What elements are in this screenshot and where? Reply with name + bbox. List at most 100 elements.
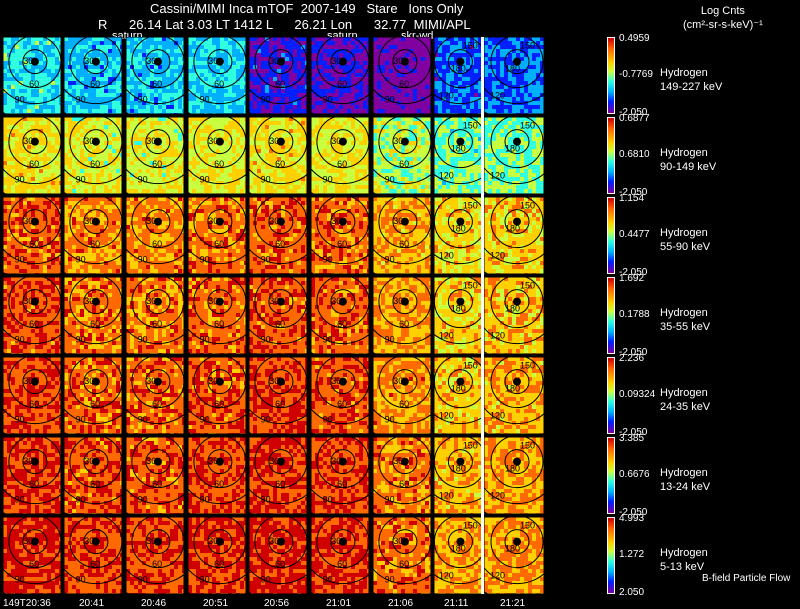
contour-label: 60 [399, 239, 409, 249]
contour-label: 60 [275, 399, 285, 409]
contour-label: 90 [76, 494, 86, 504]
image-panel: 30 60 90 [63, 196, 123, 275]
contour-label: 60 [275, 559, 285, 569]
contour-label: 30 [84, 376, 94, 386]
image-panel: 30 60 90 [125, 116, 185, 195]
contour-label: 30 [146, 376, 156, 386]
contour-label: 60 [399, 159, 409, 169]
colorbar-mid-label: -0.7769 [619, 69, 653, 80]
contour-label: 90 [76, 94, 86, 104]
contour-label: 90 [261, 334, 271, 344]
contour-label: 60 [214, 159, 224, 169]
image-panel: 30 60 90 [125, 516, 185, 594]
contour-label: 60 [152, 399, 162, 409]
contour-label: 30 [208, 376, 218, 386]
contour-label: 30 [393, 136, 403, 146]
image-panel: 30 60 90 [248, 356, 308, 435]
contour-label: 60 [337, 479, 347, 489]
contour-label: 30 [146, 56, 156, 66]
image-panel: 150 180 120 [483, 37, 545, 115]
contour-label: 150 [463, 441, 478, 451]
colorbar-min-label: -2.050 [619, 347, 648, 358]
image-panel: 150 180 120 [483, 196, 545, 275]
contour-label: 120 [490, 491, 505, 501]
contour-label: 180 [451, 384, 466, 394]
contour-label: 30 [331, 136, 341, 146]
contour-label: 30 [146, 296, 156, 306]
contour-label: 30 [208, 536, 218, 546]
contour-label: 90 [200, 334, 210, 344]
image-panel: 30 60 90 [125, 196, 185, 275]
image-panel: 30 60 90 [310, 356, 370, 435]
contour-label: 90 [385, 334, 395, 344]
colorbar-mid-label: 0.6676 [619, 469, 650, 480]
time-label: 21:01 [326, 598, 352, 609]
contour-label: 60 [337, 159, 347, 169]
species-label: Hydrogen [660, 547, 708, 559]
contour-label: 60 [90, 239, 100, 249]
contour-label: 30 [331, 56, 341, 66]
energy-range-label: 90-149 keV [660, 161, 717, 173]
contour-label: 60 [214, 79, 224, 89]
contour-label: 30 [393, 536, 403, 546]
contour-label: 60 [337, 79, 347, 89]
contour-label: 60 [29, 159, 39, 169]
time-label: 21:06 [388, 598, 414, 609]
contour-label: 30 [331, 376, 341, 386]
contour-label: 150 [463, 201, 478, 211]
contour-label: 120 [490, 411, 505, 421]
contour-label: 120 [439, 331, 454, 341]
colorbar-min-label: -2.050 [619, 187, 648, 198]
contour-label: 120 [439, 571, 454, 581]
contour-label: 30 [269, 216, 279, 226]
image-panel: 30 60 90 [187, 196, 247, 275]
contour-label: 90 [138, 494, 148, 504]
colorbar-max-label: 0.4959 [619, 33, 650, 44]
contour-label: 120 [490, 91, 505, 101]
plot-title: Cassini/MIMI Inca mTOF 2007-149 Stare Io… [150, 1, 464, 16]
contour-label: 30 [208, 296, 218, 306]
contour-label: 60 [29, 79, 39, 89]
contour-label: 60 [90, 479, 100, 489]
contour-label: 30 [84, 136, 94, 146]
colorbar-max-label: 2.236 [619, 353, 645, 364]
contour-label: 30 [23, 376, 33, 386]
contour-label: 90 [261, 94, 271, 104]
contour-label: 60 [29, 399, 39, 409]
contour-label: 150 [463, 41, 478, 51]
contour-label: 60 [337, 239, 347, 249]
contour-label: 60 [152, 479, 162, 489]
contour-label: 90 [138, 574, 148, 584]
image-panel: 30 60 90 [187, 516, 247, 594]
image-panel: 150 180 120 [433, 356, 483, 435]
contour-label: 30 [393, 56, 403, 66]
image-panel: 150 180 120 [483, 276, 545, 355]
plot-subtitle: R 26.14 Lat 3.03 LT 1412 L 26.21 Lon 32.… [98, 17, 471, 32]
colorbar-mid-label: 0.6810 [619, 149, 650, 160]
contour-label: 60 [337, 559, 347, 569]
contour-label: 30 [269, 536, 279, 546]
colorbar-mid-label: 0.1788 [619, 309, 650, 320]
contour-label: 150 [463, 361, 478, 371]
contour-label: 120 [439, 411, 454, 421]
image-panel: 30 60 90 [63, 356, 123, 435]
contour-label: 60 [214, 559, 224, 569]
image-panel: 30 60 90 [372, 37, 432, 115]
colorbar-mid-label: 0.09324 [619, 389, 656, 400]
contour-label: 60 [152, 239, 162, 249]
contour-label: 90 [76, 334, 86, 344]
contour-label: 60 [214, 479, 224, 489]
image-panel: 30 60 90 [248, 116, 308, 195]
contour-label: 30 [208, 136, 218, 146]
contour-label: 90 [76, 414, 86, 424]
contour-label: 150 [520, 361, 535, 371]
contour-label: 60 [214, 399, 224, 409]
energy-range-label: 5-13 keV [660, 561, 705, 573]
image-panel: 30 60 90 [125, 436, 185, 515]
image-panel: 30 60 90 [63, 116, 123, 195]
contour-label: 150 [520, 121, 535, 131]
contour-label: 60 [399, 479, 409, 489]
contour-label: 150 [520, 281, 535, 291]
energy-range-label: 35-55 keV [660, 321, 711, 333]
contour-label: 120 [490, 571, 505, 581]
